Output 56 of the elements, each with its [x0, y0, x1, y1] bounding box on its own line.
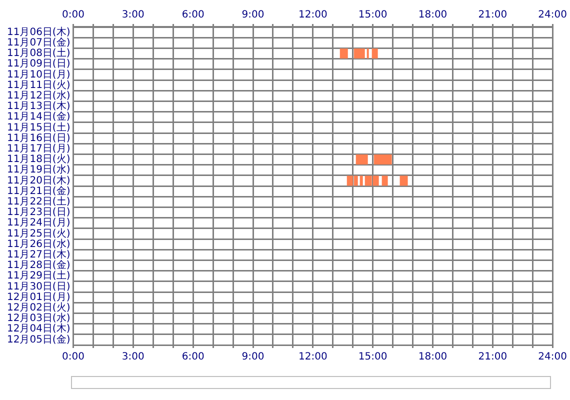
y-tick-label: 12月01日(月)	[6, 292, 70, 303]
x-tick-label: 24:00	[538, 352, 568, 363]
x2-tick-label: 15:00	[358, 10, 388, 21]
bar	[356, 154, 368, 165]
x-tick-label: 12:00	[298, 352, 328, 363]
y-tick-label: 11月12日(水)	[6, 89, 70, 102]
x-tick-label: 15:00	[358, 352, 388, 363]
x2-tick-label: 21:00	[478, 10, 508, 21]
bar	[374, 154, 392, 165]
y-tick-label: 11月27日(木)	[6, 248, 70, 260]
y-tick-label: 11月21日(金)	[6, 184, 70, 197]
y-tick-label: 12月02日(火)	[6, 301, 70, 314]
y-tick-label: 11月20日(木)	[6, 174, 70, 186]
x2-tick-label: 12:00	[298, 10, 328, 21]
y-tick-label: 11月28日(金)	[6, 259, 70, 272]
y-tick-label: 11月08日(土)	[6, 47, 70, 60]
x2-tick-label: 24:00	[538, 10, 568, 21]
bar	[360, 176, 363, 186]
x2-tick-label: 3:00	[122, 10, 144, 21]
x-tick-label: 9:00	[242, 352, 264, 363]
bar	[382, 176, 388, 186]
y-tick-label: 11月23日(日)	[6, 207, 70, 218]
y-tick-label: 11月24日(月)	[6, 218, 70, 229]
y-tick-label: 11月13日(木)	[6, 100, 70, 112]
x-tick-label: 21:00	[478, 352, 508, 363]
y-tick-label: 11月10日(月)	[6, 69, 70, 80]
y-tick-label: 11月09日(日)	[6, 58, 70, 70]
x2-tick-label: 18:00	[418, 10, 448, 21]
x2-tick-label: 0:00	[62, 10, 84, 21]
y-tick-label: 12月05日(金)	[6, 333, 70, 346]
y-tick-label: 11月11日(火)	[6, 78, 70, 91]
y-tick-label: 11月26日(水)	[6, 238, 70, 250]
y-tick-label: 11月22日(土)	[6, 195, 70, 208]
bar	[372, 48, 378, 59]
bar	[354, 48, 365, 59]
y-tick-label: 11月30日(日)	[6, 281, 70, 292]
y-tick-label: 11月18日(火)	[6, 153, 70, 166]
y-tick-label: 11月06日(木)	[6, 26, 70, 38]
x2-tick-label: 6:00	[182, 10, 204, 21]
y-tick-label: 11月17日(月)	[6, 143, 70, 154]
x-tick-label: 18:00	[418, 352, 448, 363]
y-tick-label: 11月15日(土)	[6, 121, 70, 134]
y-tick-label: 11月25日(火)	[6, 227, 70, 240]
y-tick-label: 11月16日(日)	[6, 132, 70, 144]
y-tick-label: 12月04日(木)	[6, 322, 70, 335]
y-tick-label: 11月14日(金)	[6, 110, 70, 123]
bar	[400, 176, 408, 186]
y-tick-label: 11月29日(土)	[6, 270, 70, 282]
x2-tick-label: 9:00	[242, 10, 264, 21]
x-tick-label: 6:00	[182, 352, 204, 363]
y-tick-label: 11月19日(水)	[6, 164, 70, 176]
y-tick-label: 11月07日(金)	[6, 36, 70, 48]
x-tick-label: 3:00	[122, 352, 144, 363]
x-tick-label: 0:00	[62, 352, 84, 363]
y-tick-label: 12月03日(水)	[6, 312, 70, 324]
bar	[340, 48, 348, 59]
